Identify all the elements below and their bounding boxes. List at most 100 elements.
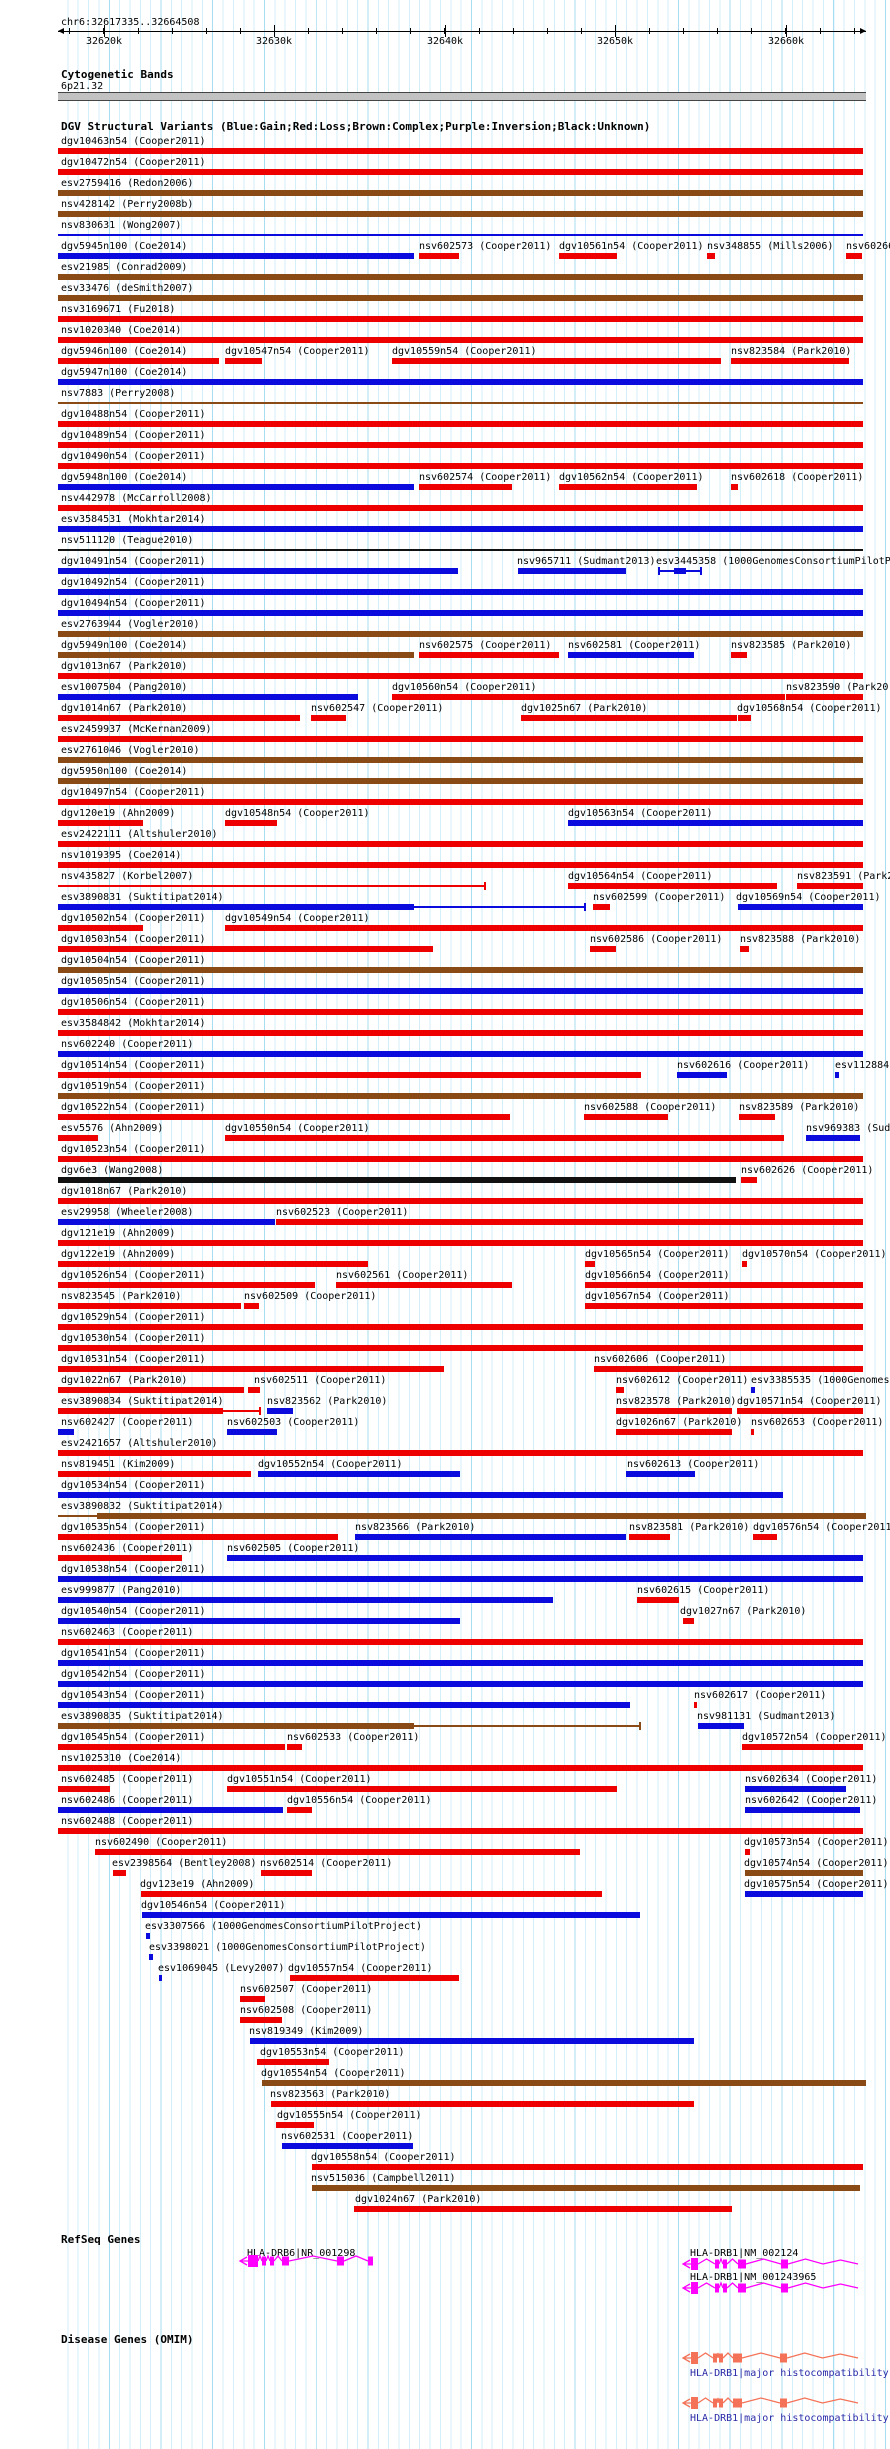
- variant-bar[interactable]: [58, 652, 414, 658]
- variant-bar[interactable]: [626, 1471, 695, 1477]
- variant-label[interactable]: dgv10548n54 (Cooper2011): [225, 808, 370, 819]
- variant-label[interactable]: esv2763944 (Vogler2010): [61, 619, 200, 630]
- variant-label[interactable]: dgv10574n54 (Cooper2011): [744, 1858, 889, 1869]
- variant-label[interactable]: nsv60266: [846, 241, 890, 252]
- variant-bar[interactable]: [58, 1744, 285, 1750]
- variant-bar[interactable]: [58, 1198, 863, 1204]
- cytoband-bar[interactable]: [58, 92, 866, 101]
- omim-gene-exon[interactable]: [780, 2398, 787, 2408]
- variant-label[interactable]: nsv602485 (Cooper2011): [61, 1774, 194, 1785]
- variant-label[interactable]: nsv602523 (Cooper2011): [276, 1207, 409, 1218]
- refseq-gene-exon[interactable]: [723, 2283, 727, 2293]
- variant-bar[interactable]: [58, 1303, 241, 1309]
- refseq-gene-structure[interactable]: [238, 2254, 369, 2266]
- variant-bar[interactable]: [58, 505, 863, 511]
- variant-bar[interactable]: [738, 715, 751, 721]
- variant-bar[interactable]: [58, 631, 863, 637]
- variant-label[interactable]: nsv515036 (Campbell2011): [311, 2173, 456, 2184]
- variant-bar[interactable]: [58, 1093, 863, 1099]
- variant-label[interactable]: dgv10535n54 (Cooper2011): [61, 1522, 206, 1533]
- refseq-gene-exon[interactable]: [781, 2283, 788, 2293]
- variant-bar[interactable]: [731, 358, 849, 364]
- variant-label[interactable]: esv3385535 (1000Genomes: [751, 1375, 890, 1386]
- variant-label[interactable]: dgv1018n67 (Park2010): [61, 1186, 188, 1197]
- refseq-gene-exon[interactable]: [282, 2256, 289, 2266]
- refseq-gene-label[interactable]: HLA-DRB1|NM_002124: [690, 2248, 799, 2259]
- variant-bar[interactable]: [113, 1870, 126, 1876]
- variant-bar[interactable]: [58, 1723, 414, 1729]
- variant-label[interactable]: nsv819349 (Kim2009): [249, 2026, 364, 2037]
- variant-label[interactable]: dgv10488n54 (Cooper2011): [61, 409, 206, 420]
- variant-bar[interactable]: [58, 1387, 244, 1393]
- variant-bar[interactable]: [738, 904, 863, 910]
- variant-bar[interactable]: [227, 1786, 617, 1792]
- variant-bar[interactable]: [58, 1366, 444, 1372]
- variant-bar[interactable]: [58, 1051, 863, 1057]
- variant-label[interactable]: nsv3169671 (Fu2018): [61, 304, 176, 315]
- refseq-gene-exon[interactable]: [691, 2282, 698, 2294]
- variant-label[interactable]: nsv602509 (Cooper2011): [244, 1291, 377, 1302]
- variant-bar[interactable]: [58, 1240, 863, 1246]
- variant-bar[interactable]: [58, 610, 863, 616]
- variant-label[interactable]: nsv602573 (Cooper2011): [419, 241, 552, 252]
- variant-bar[interactable]: [267, 1408, 293, 1414]
- variant-bar[interactable]: [146, 1933, 150, 1939]
- refseq-gene-exon[interactable]: [781, 2259, 788, 2269]
- variant-bar[interactable]: [58, 1828, 863, 1834]
- variant-label[interactable]: dgv10543n54 (Cooper2011): [61, 1690, 206, 1701]
- variant-label[interactable]: dgv1022n67 (Park2010): [61, 1375, 188, 1386]
- variant-bar[interactable]: [312, 2185, 860, 2191]
- variant-bar[interactable]: [336, 1282, 512, 1288]
- variant-label[interactable]: dgv10563n54 (Cooper2011): [568, 808, 713, 819]
- variant-bar[interactable]: [58, 1807, 283, 1813]
- omim-gene-exon[interactable]: [733, 2353, 742, 2363]
- variant-label[interactable]: nsv602561 (Cooper2011): [336, 1270, 469, 1281]
- variant-label[interactable]: nsv602505 (Cooper2011): [227, 1543, 360, 1554]
- variant-label[interactable]: esv999877 (Pang2010): [61, 1585, 182, 1596]
- variant-label[interactable]: esv112884: [835, 1060, 890, 1071]
- variant-bar[interactable]: [58, 1324, 863, 1330]
- variant-bar[interactable]: [58, 1282, 315, 1288]
- variant-bar[interactable]: [521, 715, 737, 721]
- variant-label[interactable]: nsv602436 (Cooper2011): [61, 1543, 194, 1554]
- variant-label[interactable]: dgv10504n54 (Cooper2011): [61, 955, 206, 966]
- variant-label[interactable]: nsv602514 (Cooper2011): [260, 1858, 393, 1869]
- variant-label[interactable]: dgv10502n54 (Cooper2011): [61, 913, 206, 924]
- refseq-gene-exon[interactable]: [270, 2256, 274, 2266]
- variant-label[interactable]: nsv602599 (Cooper2011): [593, 892, 726, 903]
- variant-bar[interactable]: [58, 1555, 182, 1561]
- variant-bar[interactable]: [806, 1135, 860, 1141]
- variant-label[interactable]: dgv10565n54 (Cooper2011): [585, 1249, 730, 1260]
- variant-label[interactable]: esv3584842 (Mokhtar2014): [61, 1018, 206, 1029]
- variant-bar[interactable]: [58, 820, 143, 826]
- variant-bar[interactable]: [240, 1996, 265, 2002]
- omim-gene-exon[interactable]: [780, 2353, 787, 2363]
- variant-bar[interactable]: [58, 736, 863, 742]
- variant-bar[interactable]: [846, 253, 862, 259]
- variant-bar[interactable]: [58, 1135, 98, 1141]
- variant-bar[interactable]: [58, 778, 863, 784]
- variant-label[interactable]: dgv10490n54 (Cooper2011): [61, 451, 206, 462]
- variant-bar[interactable]: [559, 253, 617, 259]
- variant-label[interactable]: nsv602612 (Cooper2011): [616, 1375, 749, 1386]
- variant-label[interactable]: dgv5947n100 (Coe2014): [61, 367, 188, 378]
- refseq-gene-exon[interactable]: [337, 2256, 344, 2266]
- variant-bar[interactable]: [58, 715, 300, 721]
- variant-whisker-line[interactable]: [414, 906, 585, 908]
- variant-bar[interactable]: [225, 1135, 784, 1141]
- refseq-gene-label[interactable]: HLA-DRB6|NR_001298: [247, 2248, 356, 2259]
- variant-label[interactable]: dgv10569n54 (Cooper2011): [736, 892, 881, 903]
- variant-label[interactable]: dgv10534n54 (Cooper2011): [61, 1480, 206, 1491]
- variant-bar[interactable]: [677, 1072, 727, 1078]
- variant-label[interactable]: nsv823585 (Park2010): [731, 640, 852, 651]
- variant-label[interactable]: nsv602463 (Cooper2011): [61, 1627, 194, 1638]
- variant-bar[interactable]: [683, 1618, 694, 1624]
- variant-label[interactable]: dgv10564n54 (Cooper2011): [568, 871, 713, 882]
- variant-bar[interactable]: [585, 1282, 863, 1288]
- variant-bar[interactable]: [742, 1744, 863, 1750]
- variant-label[interactable]: dgv10547n54 (Cooper2011): [225, 346, 370, 357]
- variant-bar[interactable]: [419, 652, 559, 658]
- variant-bar[interactable]: [698, 1723, 744, 1729]
- variant-label[interactable]: esv3398021 (1000GenomesConsortiumPilotPr…: [149, 1942, 426, 1953]
- variant-bar[interactable]: [568, 820, 863, 826]
